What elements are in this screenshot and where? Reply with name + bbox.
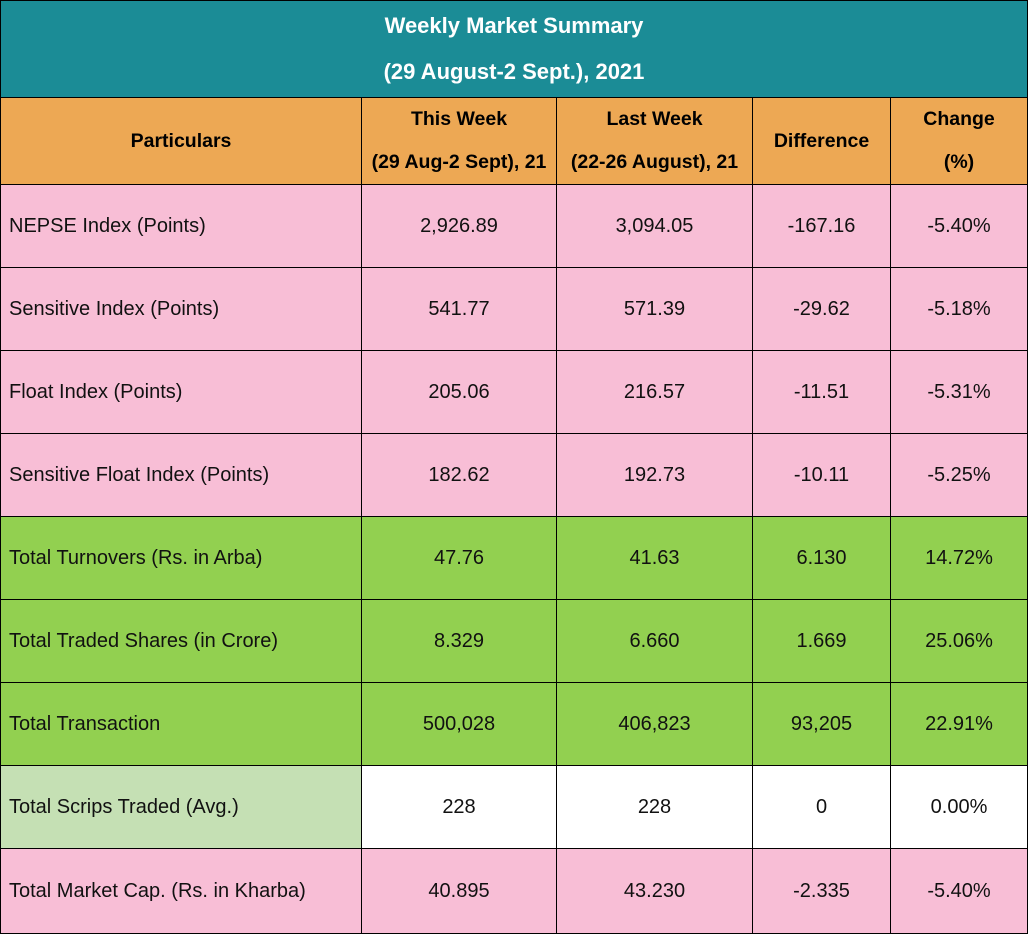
table-row: Float Index (Points) 205.06 216.57 -11.5…: [0, 350, 1029, 434]
this-week-value: 2,926.89: [361, 184, 557, 268]
difference-value: 93,205: [752, 682, 891, 766]
header-particulars-label: Particulars: [130, 129, 232, 152]
last-week-value: 3,094.05: [556, 184, 753, 268]
this-week-value: 228: [361, 765, 557, 849]
difference-value: -10.11: [752, 433, 891, 517]
header-difference: Difference: [752, 97, 891, 185]
row-label: Total Scrips Traded (Avg.): [0, 765, 362, 849]
title-line-1: Weekly Market Summary: [384, 13, 644, 38]
table-row: Total Scrips Traded (Avg.) 228 228 0 0.0…: [0, 765, 1029, 849]
row-label: Total Turnovers (Rs. in Arba): [0, 516, 362, 600]
header-change: Change (%): [889, 97, 1029, 185]
difference-value: 0: [752, 765, 891, 849]
header-difference-label: Difference: [773, 129, 870, 152]
last-week-value: 43.230: [556, 848, 753, 934]
change-value: -5.40%: [889, 184, 1029, 268]
header-change-line1: Change: [923, 108, 995, 130]
difference-value: -29.62: [752, 267, 891, 351]
last-week-value: 571.39: [556, 267, 753, 351]
last-week-value: 406,823: [556, 682, 753, 766]
table-row: Total Traded Shares (in Crore) 8.329 6.6…: [0, 599, 1029, 683]
change-value: -5.40%: [889, 848, 1029, 934]
change-value: 22.91%: [889, 682, 1029, 766]
this-week-value: 8.329: [361, 599, 557, 683]
header-this-week-line2: (29 Aug-2 Sept), 21: [371, 151, 547, 173]
title-line-2: (29 August-2 Sept.), 2021: [383, 59, 645, 84]
last-week-value: 6.660: [556, 599, 753, 683]
header-this-week: This Week (29 Aug-2 Sept), 21: [361, 97, 557, 185]
row-label: Sensitive Index (Points): [0, 267, 362, 351]
last-week-value: 41.63: [556, 516, 753, 600]
header-last-week-line1: Last Week: [606, 108, 703, 130]
header-particulars: Particulars: [0, 97, 362, 185]
table-row: Sensitive Index (Points) 541.77 571.39 -…: [0, 267, 1029, 351]
difference-value: -11.51: [752, 350, 891, 434]
table-row: NEPSE Index (Points) 2,926.89 3,094.05 -…: [0, 184, 1029, 268]
header-this-week-line1: This Week: [410, 108, 508, 130]
row-label: NEPSE Index (Points): [0, 184, 362, 268]
table-row: Total Transaction 500,028 406,823 93,205…: [0, 682, 1029, 766]
change-value: 0.00%: [889, 765, 1029, 849]
difference-value: -167.16: [752, 184, 891, 268]
header-row: Particulars This Week (29 Aug-2 Sept), 2…: [0, 97, 1029, 185]
row-label: Total Traded Shares (in Crore): [0, 599, 362, 683]
last-week-value: 216.57: [556, 350, 753, 434]
table-row: Sensitive Float Index (Points) 182.62 19…: [0, 433, 1029, 517]
table-row: Total Market Cap. (Rs. in Kharba) 40.895…: [0, 848, 1029, 934]
this-week-value: 40.895: [361, 848, 557, 934]
row-label: Float Index (Points): [0, 350, 362, 434]
table-title: Weekly Market Summary (29 August-2 Sept.…: [0, 0, 1029, 98]
this-week-value: 541.77: [361, 267, 557, 351]
change-value: 14.72%: [889, 516, 1029, 600]
title-row: Weekly Market Summary (29 August-2 Sept.…: [0, 0, 1029, 98]
row-label: Total Transaction: [0, 682, 362, 766]
row-label: Sensitive Float Index (Points): [0, 433, 362, 517]
change-value: -5.25%: [889, 433, 1029, 517]
last-week-value: 192.73: [556, 433, 753, 517]
difference-value: -2.335: [752, 848, 891, 934]
header-last-week: Last Week (22-26 August), 21: [556, 97, 753, 185]
difference-value: 6.130: [752, 516, 891, 600]
table-row: Total Turnovers (Rs. in Arba) 47.76 41.6…: [0, 516, 1029, 600]
last-week-value: 228: [556, 765, 753, 849]
header-last-week-line2: (22-26 August), 21: [570, 151, 739, 173]
change-value: -5.31%: [889, 350, 1029, 434]
this-week-value: 182.62: [361, 433, 557, 517]
header-change-line2: (%): [943, 151, 975, 173]
this-week-value: 205.06: [361, 350, 557, 434]
this-week-value: 47.76: [361, 516, 557, 600]
change-value: 25.06%: [889, 599, 1029, 683]
difference-value: 1.669: [752, 599, 891, 683]
this-week-value: 500,028: [361, 682, 557, 766]
row-label: Total Market Cap. (Rs. in Kharba): [0, 848, 362, 934]
change-value: -5.18%: [889, 267, 1029, 351]
